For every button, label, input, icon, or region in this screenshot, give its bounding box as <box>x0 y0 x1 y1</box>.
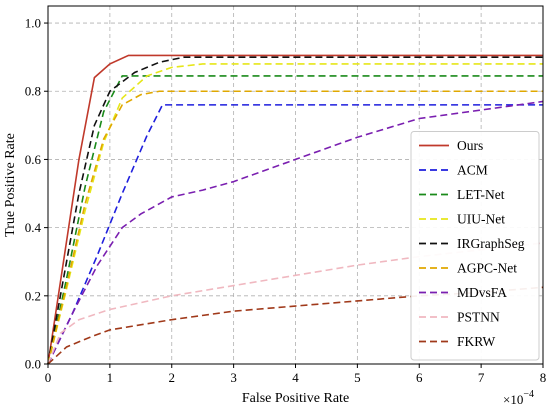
x-scale-factor: ×10−4 <box>503 389 534 407</box>
legend-label: LET-Net <box>457 187 505 202</box>
legend-label: FKRW <box>457 334 496 349</box>
x-tick-label: 3 <box>230 370 237 385</box>
series-line-mdvsfa <box>47 100 544 365</box>
series-line-agpc-net <box>47 90 543 365</box>
y-tick-label: 0.6 <box>25 152 42 167</box>
y-tick-label: 0.4 <box>25 220 42 235</box>
x-tick-label: 5 <box>354 370 361 385</box>
legend-label: Ours <box>457 138 483 153</box>
x-scale-exponent: −4 <box>523 389 534 400</box>
x-scale-base: ×10 <box>503 392 523 407</box>
series-line-uiu-net <box>47 63 543 365</box>
x-tick-label: 6 <box>416 370 423 385</box>
series-line-irgraphseg <box>47 56 543 365</box>
x-tick-label: 0 <box>45 370 52 385</box>
x-tick-label: 8 <box>540 370 547 385</box>
series-line-acm <box>47 104 543 365</box>
x-tick-label: 7 <box>478 370 485 385</box>
series-line-ours <box>47 54 543 365</box>
legend-label: IRGraphSeg <box>457 236 525 251</box>
y-tick-label: 0.8 <box>25 84 41 99</box>
legend-label: ACM <box>457 163 488 178</box>
y-axis-title: True Positive Rate <box>3 133 18 237</box>
legend-label: UIU-Net <box>457 212 505 227</box>
y-tick-label: 0.2 <box>25 288 41 303</box>
x-axis-title: False Positive Rate <box>242 391 349 406</box>
y-tick-label: 1.0 <box>25 16 41 31</box>
legend-label: MDvsFA <box>457 285 507 300</box>
x-tick-label: 1 <box>107 370 114 385</box>
series-line-let-net <box>47 75 543 365</box>
tick-labels: 0 1 2 3 4 5 6 7 8 0.0 0.2 0.4 0.6 0.8 1.0 <box>25 16 547 385</box>
legend-box <box>410 131 540 361</box>
legend: Ours ACM LET-Net UIU-Net IRGraphSeg AGPC-Net M… <box>410 131 540 361</box>
x-tick-label: 4 <box>292 370 299 385</box>
x-tick-label: 2 <box>169 370 176 385</box>
legend-label: AGPC-Net <box>457 261 517 276</box>
legend-label: PSTNN <box>457 310 500 325</box>
y-tick-label: 0.0 <box>25 357 41 372</box>
